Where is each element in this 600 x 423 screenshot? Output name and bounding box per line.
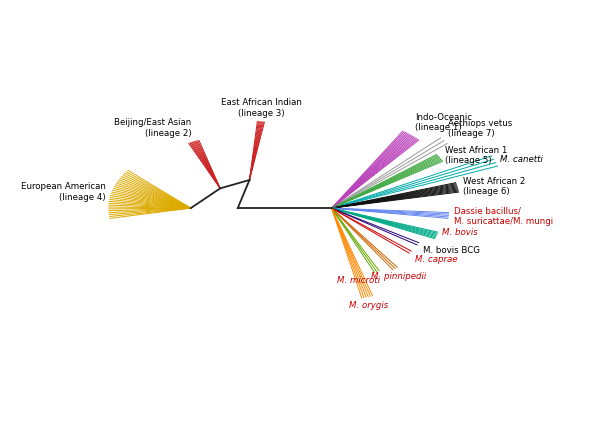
Text: Beijing/East Asian
(lineage 2): Beijing/East Asian (lineage 2) xyxy=(114,118,191,138)
Text: M. pinnipedii: M. pinnipedii xyxy=(371,272,427,281)
Text: Indo-Oceanic
(lineage 1): Indo-Oceanic (lineage 1) xyxy=(415,113,472,132)
Text: M. caprae: M. caprae xyxy=(415,255,457,264)
Text: East African Indian
(lineage 3): East African Indian (lineage 3) xyxy=(221,98,302,118)
Text: Dassie bacillus/
M. suricattae/M. mungi: Dassie bacillus/ M. suricattae/M. mungi xyxy=(454,206,554,225)
Text: European American
(lineage 4): European American (lineage 4) xyxy=(21,182,106,201)
Text: West African 1
(lineage 5): West African 1 (lineage 5) xyxy=(445,146,507,165)
Text: M. bovis: M. bovis xyxy=(442,228,478,237)
Text: M. bovis BCG: M. bovis BCG xyxy=(423,246,480,255)
Text: Aethiops vetus
(lineage 7): Aethiops vetus (lineage 7) xyxy=(448,118,513,138)
Text: West African 2
(lineage 6): West African 2 (lineage 6) xyxy=(463,177,526,196)
Text: M. canetti: M. canetti xyxy=(500,155,543,164)
Text: M. microti: M. microti xyxy=(337,275,380,285)
Text: M. orygis: M. orygis xyxy=(349,301,388,310)
